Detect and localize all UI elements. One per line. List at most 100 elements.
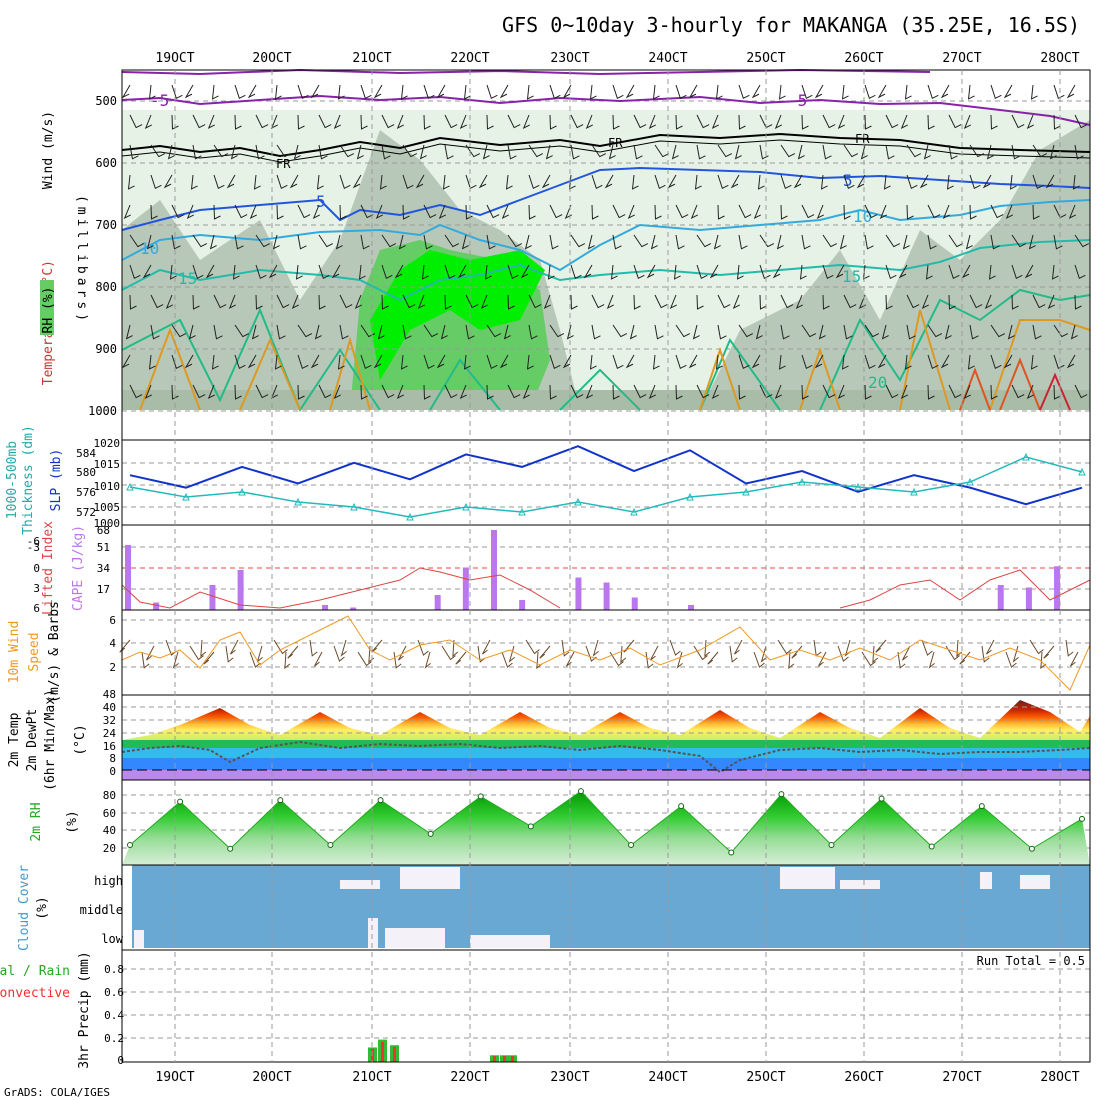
cloud-gap <box>400 867 460 889</box>
wind-barb <box>633 114 647 129</box>
wind-barb <box>213 144 229 158</box>
wind-barb <box>822 384 836 399</box>
isotherm-label: -5 <box>150 91 169 110</box>
wind-barb <box>339 204 347 220</box>
wind-barb <box>646 264 656 279</box>
wind-barb <box>129 114 143 129</box>
wind-barb <box>969 324 979 340</box>
wind-barb <box>625 354 635 369</box>
wind-barb <box>648 384 656 400</box>
wind10-barb <box>760 645 767 663</box>
thickness-point <box>574 497 582 506</box>
rh2m-point <box>477 793 484 800</box>
wind-barb <box>751 354 761 369</box>
wind-barb <box>780 324 790 340</box>
wind-barb <box>604 174 614 189</box>
wind-barb <box>423 204 437 219</box>
isotherm-label: 20 <box>868 373 887 392</box>
upper-air-panel: -5 -5 FR FR FR 5 5 10 10 15 15 20 500 60… <box>40 68 1091 441</box>
wind-barb <box>986 144 994 160</box>
wind10-barb <box>424 651 431 669</box>
wind-barb <box>948 114 962 129</box>
wind-barb <box>171 384 179 400</box>
wind-barb <box>417 294 425 310</box>
wind-barb <box>312 204 320 220</box>
wind-barb <box>255 114 269 129</box>
pressure-tick: 700 <box>95 218 117 232</box>
wind-barb <box>900 114 908 130</box>
wind-barb <box>793 174 803 189</box>
wind-barb <box>549 384 557 400</box>
pressure-tick: 600 <box>95 156 117 170</box>
wind-barb <box>419 144 427 160</box>
rh-shading-mid <box>700 120 1090 410</box>
wind10-barb <box>417 639 429 656</box>
wind-barb <box>339 174 351 190</box>
wind-barb <box>1066 354 1076 369</box>
wind-barb <box>360 84 372 100</box>
cloud-gap <box>134 930 144 948</box>
wind-barb <box>738 324 754 338</box>
wind-barb <box>297 114 305 130</box>
wind-barb <box>213 294 227 309</box>
thickness-point <box>742 487 750 496</box>
wind-barb <box>549 84 561 100</box>
wind-barb <box>1053 324 1069 338</box>
slp-tick: 1015 <box>94 458 121 471</box>
rh2m-point <box>728 849 735 856</box>
wind-barb <box>629 324 637 340</box>
wind10-barb <box>734 639 743 655</box>
wind-barb <box>885 144 895 160</box>
wind-barb <box>969 204 977 220</box>
wind-barb <box>226 174 236 189</box>
wind-barb <box>123 204 131 220</box>
wind10-tick: 4 <box>109 637 116 650</box>
wind-barb <box>318 144 328 160</box>
wind-barb <box>1066 84 1076 99</box>
wind-barb <box>822 114 836 129</box>
wind-barb <box>675 204 689 219</box>
wind-barb <box>633 264 645 280</box>
wind-barb <box>234 384 242 400</box>
cloud-gap <box>385 928 445 948</box>
wind-barb <box>772 264 782 279</box>
wind10-barb <box>1065 639 1074 657</box>
wind10-barb <box>945 645 960 661</box>
wind-barb <box>127 174 135 190</box>
wind-barb <box>885 294 893 310</box>
wind-barb <box>612 204 626 219</box>
top-day-label: 26OCT <box>844 51 883 66</box>
wind-barb <box>545 144 553 160</box>
wind-barb <box>186 204 194 220</box>
cape-bars <box>125 530 1061 610</box>
cloud-gap <box>470 935 550 948</box>
wind-barb <box>520 264 530 279</box>
temp-mild-band <box>122 748 1090 758</box>
bottom-day-label: 25OCT <box>746 1070 785 1085</box>
pressure-tick: 900 <box>95 342 117 356</box>
wind-barb <box>150 144 166 158</box>
wind-barb <box>381 144 391 160</box>
wind10-barb <box>861 651 876 667</box>
wind-barb <box>486 354 498 370</box>
wind-barb <box>1053 384 1061 400</box>
wind-barb <box>396 114 404 130</box>
wind-barb <box>207 384 215 400</box>
ylabel-temp2m-d: (°C) <box>73 724 88 755</box>
wind-barb <box>610 264 618 280</box>
rh2m-point <box>878 795 885 802</box>
precip-tick: 0 <box>117 1054 124 1067</box>
wind-barb <box>184 354 194 369</box>
wind-barb <box>297 234 307 250</box>
cape-bar <box>1025 587 1032 610</box>
wind-barb <box>444 114 458 129</box>
wind-barb <box>654 174 666 190</box>
wind10-barb <box>284 651 291 670</box>
wind-barb <box>902 234 910 250</box>
wind-barb <box>963 384 971 400</box>
wind-barb <box>982 174 992 189</box>
wind-barb <box>381 294 389 310</box>
ylabel-wind: Wind (m/s) <box>41 111 56 189</box>
wind-barb <box>671 144 679 160</box>
wind-barb <box>843 144 859 158</box>
